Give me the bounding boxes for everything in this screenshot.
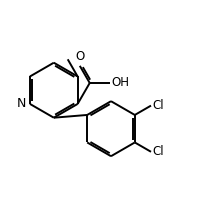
Text: OH: OH	[111, 76, 129, 89]
Text: Cl: Cl	[153, 99, 164, 112]
Text: Cl: Cl	[153, 145, 164, 158]
Text: N: N	[17, 97, 26, 110]
Text: O: O	[75, 50, 84, 63]
